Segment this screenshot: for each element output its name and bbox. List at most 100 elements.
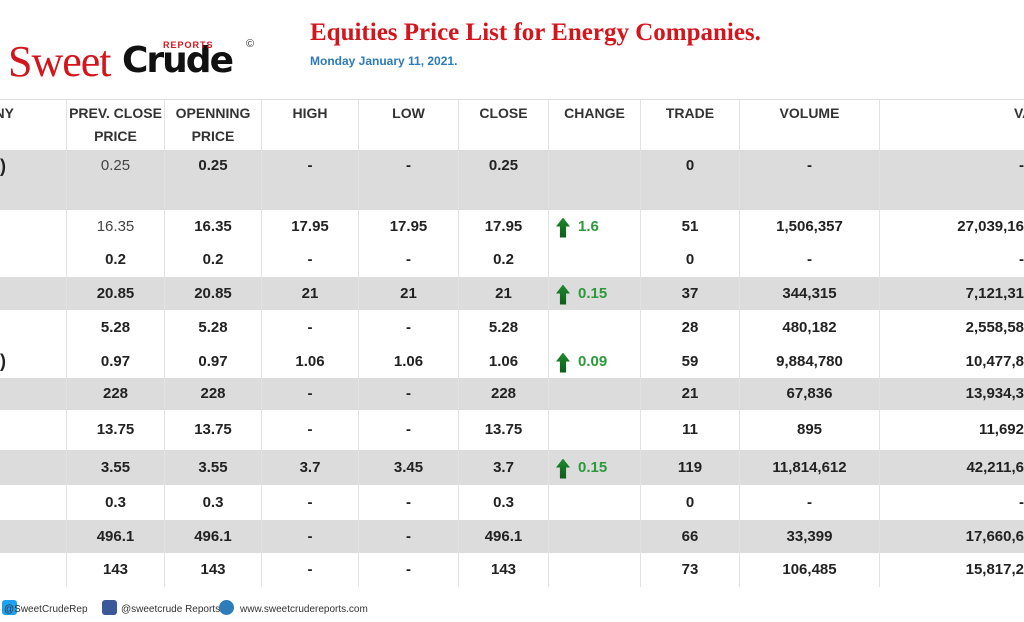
change-value: 0.09	[578, 353, 608, 370]
column-header: CHANGE	[564, 105, 625, 121]
table-cell: 13.75	[194, 421, 232, 438]
table-cell: -	[807, 494, 812, 511]
table-cell: 16.35	[194, 218, 232, 235]
table-cell: -	[807, 157, 812, 174]
table-cell: 344,315	[782, 285, 837, 302]
column-header: NY	[0, 105, 14, 121]
table-cell: 1.06	[488, 353, 519, 370]
column-separator	[739, 100, 740, 587]
table-cell: -	[406, 494, 411, 511]
table-cell: 0.25	[100, 157, 131, 174]
table-cell: 228	[490, 385, 517, 402]
footer-twitter: @SweetCrudeRep	[4, 604, 88, 615]
table-cell: 20.85	[96, 285, 135, 302]
table-cell: -	[1019, 251, 1024, 268]
table-cell: 228	[200, 385, 226, 402]
table-cell: -	[307, 319, 313, 336]
column-header: TRADE	[665, 105, 715, 121]
column-separator	[164, 100, 165, 587]
table-cell: 5.28	[100, 319, 131, 336]
table-cell: 11,814,612	[772, 459, 847, 476]
table-cell: 0	[685, 251, 695, 268]
column-separator	[358, 100, 359, 587]
table-cell: 10,477,8	[965, 353, 1024, 370]
table-cell: 5.28	[488, 319, 519, 336]
table-cell: 67,836	[786, 385, 833, 402]
table-cell: 20.85	[194, 285, 232, 302]
table-cell: -	[406, 251, 411, 268]
table-cell: -	[406, 528, 411, 545]
table-cell: 496.1	[484, 528, 523, 545]
change-value: 0.15	[578, 459, 608, 476]
row-background	[0, 150, 1024, 210]
header-rule	[0, 99, 1024, 100]
table-cell: 0.3	[202, 494, 224, 511]
column-header: HIGH	[292, 105, 328, 121]
table-cell: 59	[681, 353, 699, 370]
change-value: 1.6	[578, 218, 599, 235]
table-cell: 3.45	[393, 459, 424, 476]
table-cell: 0.3	[105, 494, 126, 511]
table-cell: 3.55	[100, 459, 131, 476]
column-separator	[66, 100, 67, 587]
table-cell: 21	[681, 385, 699, 402]
table-cell: 13,934,3	[965, 385, 1024, 402]
table-cell: -	[307, 494, 313, 511]
table-cell: 21	[400, 285, 417, 302]
column-separator	[879, 100, 880, 587]
table-cell: 13.75	[484, 421, 523, 438]
table-cell: -	[307, 528, 313, 545]
table-cell: -	[1019, 157, 1024, 174]
table-cell: 17.95	[484, 218, 523, 235]
facebook-icon	[102, 600, 117, 615]
table-cell: 17.95	[291, 218, 329, 235]
table-cell: -	[406, 385, 411, 402]
table-cell: 27,039,16	[957, 218, 1024, 235]
table-cell: -	[1019, 494, 1024, 511]
table-cell: 11	[682, 421, 698, 438]
table-cell: 228	[102, 385, 129, 402]
table-cell: 0.97	[198, 353, 228, 370]
column-separator	[548, 100, 549, 587]
twitter-icon	[2, 600, 17, 615]
table-cell: -	[807, 251, 812, 268]
table-cell: -	[307, 385, 313, 402]
logo-copyright: ©	[246, 38, 255, 50]
table-cell: 0.3	[493, 494, 514, 511]
column-header: LOW	[392, 105, 425, 121]
change-value: 0.15	[578, 285, 608, 302]
table-cell: 7,121,31	[965, 285, 1024, 302]
table-cell: 2,558,58	[965, 319, 1024, 336]
table-cell: -	[406, 319, 411, 336]
row-background	[0, 520, 1024, 553]
table-cell: 0.25	[198, 157, 228, 174]
up-arrow-icon	[556, 217, 570, 238]
table-cell: 21	[495, 285, 512, 302]
table-cell: 0.25	[488, 157, 519, 174]
table-cell: -	[406, 421, 411, 438]
footer-website: www.sweetcrudereports.com	[240, 604, 368, 615]
table-cell: 0	[685, 494, 695, 511]
web-icon	[219, 600, 234, 615]
table-cell: 37	[681, 285, 699, 302]
table-cell: 106,485	[782, 561, 837, 578]
table-cell: 119	[677, 459, 703, 476]
logo-reports: REPORTS	[163, 40, 214, 50]
column-separator	[261, 100, 262, 587]
table-cell: 17.95	[389, 218, 428, 235]
table-cell: 15,817,2	[965, 561, 1024, 578]
table-cell: )	[0, 351, 6, 371]
table-cell: 5.28	[198, 319, 228, 336]
table-cell: 73	[681, 561, 699, 578]
table-cell: -	[307, 251, 313, 268]
date: Monday January 11, 2021.	[310, 54, 458, 68]
table-cell: 17,660,6	[965, 528, 1024, 545]
table-cell: 0.2	[202, 251, 224, 268]
title: Equities Price List for Energy Companies…	[310, 19, 761, 46]
table-cell: -	[307, 157, 313, 174]
table-cell: 3.7	[299, 459, 321, 476]
table-cell: 496.1	[96, 528, 135, 545]
table-cell: 66	[681, 528, 699, 545]
table-cell: 0	[685, 157, 695, 174]
